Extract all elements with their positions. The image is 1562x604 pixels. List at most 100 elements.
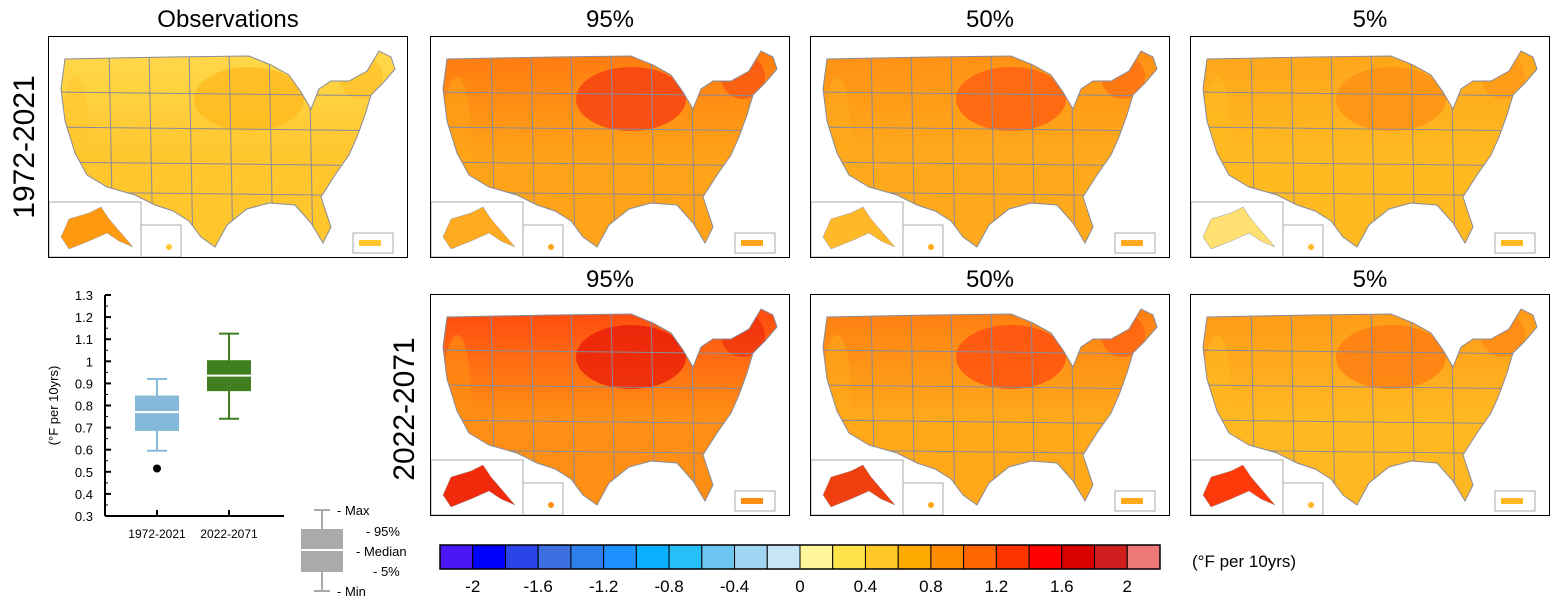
- hawaii-map: [166, 244, 172, 250]
- panel-title: Observations: [157, 6, 299, 33]
- y-tick-label: 1: [86, 354, 93, 369]
- puerto-rico-map: [359, 240, 381, 246]
- panel-title: 95%: [585, 6, 635, 33]
- warming-hotspot: [576, 325, 686, 389]
- hawaii-inset: [522, 224, 564, 257]
- warming-hotspot: [1481, 313, 1525, 357]
- map-panel: [810, 36, 1170, 258]
- hawaii-map: [548, 244, 554, 250]
- legend-label: - Min: [337, 584, 366, 599]
- map-panel: [48, 36, 408, 258]
- y-tick-label: 1.3: [75, 288, 93, 303]
- colorbar-tick-label: -1.6: [524, 577, 553, 595]
- puerto-rico-map: [1121, 240, 1143, 246]
- colorbar-tick-label: 0.8: [919, 577, 943, 595]
- panel-title: 5%: [1352, 266, 1388, 293]
- y-tick-label: 0.7: [75, 421, 93, 436]
- y-axis-label: (°F per 10yrs): [46, 366, 61, 446]
- warming-hotspot: [1336, 67, 1446, 131]
- warming-hotspot: [956, 325, 1066, 389]
- hawaii-inset: [902, 482, 944, 515]
- hawaii-inset: [522, 482, 564, 515]
- x-tick-label: 2022-2071: [200, 527, 258, 541]
- colorbar-swatch: [1061, 544, 1096, 570]
- warming-hotspot: [1481, 55, 1525, 99]
- y-tick-label: 0.8: [75, 399, 93, 414]
- colorbar-swatch: [472, 544, 506, 570]
- y-tick-label: 0.6: [75, 443, 93, 458]
- colorbar-tick-label: -2: [465, 577, 480, 595]
- hawaii-inset: [1282, 482, 1324, 515]
- legend-label: - 95%: [366, 524, 400, 539]
- colorbar-swatch: [930, 544, 965, 570]
- hawaii-inset: [902, 224, 944, 257]
- legend-label: - 5%: [373, 564, 400, 579]
- y-tick-label: 0.5: [75, 465, 93, 480]
- hawaii-map: [928, 244, 934, 250]
- colorbar-tick-label: -0.8: [654, 577, 683, 595]
- colorbar-tick-label: 0: [795, 577, 804, 595]
- colorbar-swatch: [439, 544, 474, 570]
- legend-label: - Max: [337, 503, 370, 518]
- colorbar-swatch: [570, 544, 605, 570]
- state-borders: [823, 51, 1157, 247]
- colorbar-swatch: [1028, 544, 1063, 570]
- colorbar-swatch: [537, 544, 572, 570]
- y-tick-label: 1.2: [75, 310, 93, 325]
- panel-title: 5%: [1352, 6, 1388, 33]
- colorbar: -2 -1.6 -1.2 -0.8 -0.4 0 0.4 0.8 1.2 1.6 2: [439, 544, 1161, 595]
- map-panel: [430, 294, 790, 516]
- puerto-rico-map: [741, 240, 763, 246]
- warming-hotspot: [194, 67, 304, 131]
- box-1972-2021: [135, 395, 179, 431]
- map-panel: [1190, 36, 1550, 258]
- puerto-rico-map: [1501, 498, 1523, 504]
- boxplot-chart: 1.3 1.2 1.1 1 0.9 0.8 0.7 0.6 0.5 0.4 0.3 (°F per 1…: [46, 288, 407, 599]
- y-tick-label: 0.3: [75, 509, 93, 524]
- colorbar-tick-label: 1.2: [985, 577, 1009, 595]
- colorbar-swatch: [864, 544, 899, 570]
- hawaii-map: [1308, 502, 1314, 508]
- colorbar-swatch: [668, 544, 703, 570]
- alaska-map: [1202, 206, 1276, 250]
- alaska-map: [822, 464, 896, 508]
- hawaii-inset: [1282, 224, 1324, 257]
- colorbar-tick-label: 2: [1123, 577, 1132, 595]
- alaska-map: [1202, 464, 1276, 508]
- warming-hotspot: [339, 55, 383, 99]
- puerto-rico-map: [1501, 240, 1523, 246]
- alaska-map: [442, 206, 516, 250]
- panel-title: 50%: [965, 6, 1015, 33]
- x-tick-label: 1972-2021: [128, 527, 186, 541]
- colorbar-swatch: [504, 544, 539, 570]
- colorbar-swatch: [995, 544, 1030, 570]
- warming-hotspot: [1101, 55, 1145, 99]
- colorbar-unit-label: (°F per 10yrs): [1192, 552, 1297, 571]
- warming-hotspot: [956, 67, 1066, 131]
- colorbar-swatch: [701, 544, 736, 570]
- colorbar-swatch: [799, 544, 834, 570]
- hawaii-inset: [140, 224, 182, 257]
- y-tick-label: 0.9: [75, 376, 93, 391]
- map-panel: [810, 294, 1170, 516]
- colorbar-tick-label: 1.6: [1050, 577, 1074, 595]
- row-label-1972-2021: 1972-2021: [8, 75, 41, 219]
- colorbar-swatch: [963, 544, 997, 570]
- map-panel: [1190, 294, 1550, 516]
- colorbar-swatch: [1094, 544, 1128, 570]
- panel-title: 95%: [585, 266, 635, 293]
- puerto-rico-map: [1121, 498, 1143, 504]
- hawaii-map: [1308, 244, 1314, 250]
- colorbar-swatch: [603, 544, 637, 570]
- colorbar-swatch: [766, 544, 801, 570]
- warming-hotspot: [721, 55, 765, 99]
- colorbar-swatch: [635, 544, 670, 570]
- colorbar-swatch: [832, 544, 866, 570]
- panel-title: 50%: [965, 266, 1015, 293]
- legend-label: - Median: [356, 544, 407, 559]
- alaska-map: [822, 206, 896, 250]
- y-tick-label: 1.1: [75, 332, 93, 347]
- hawaii-map: [928, 502, 934, 508]
- map-panel: [430, 36, 790, 258]
- colorbar-tick-label: 0.4: [854, 577, 878, 595]
